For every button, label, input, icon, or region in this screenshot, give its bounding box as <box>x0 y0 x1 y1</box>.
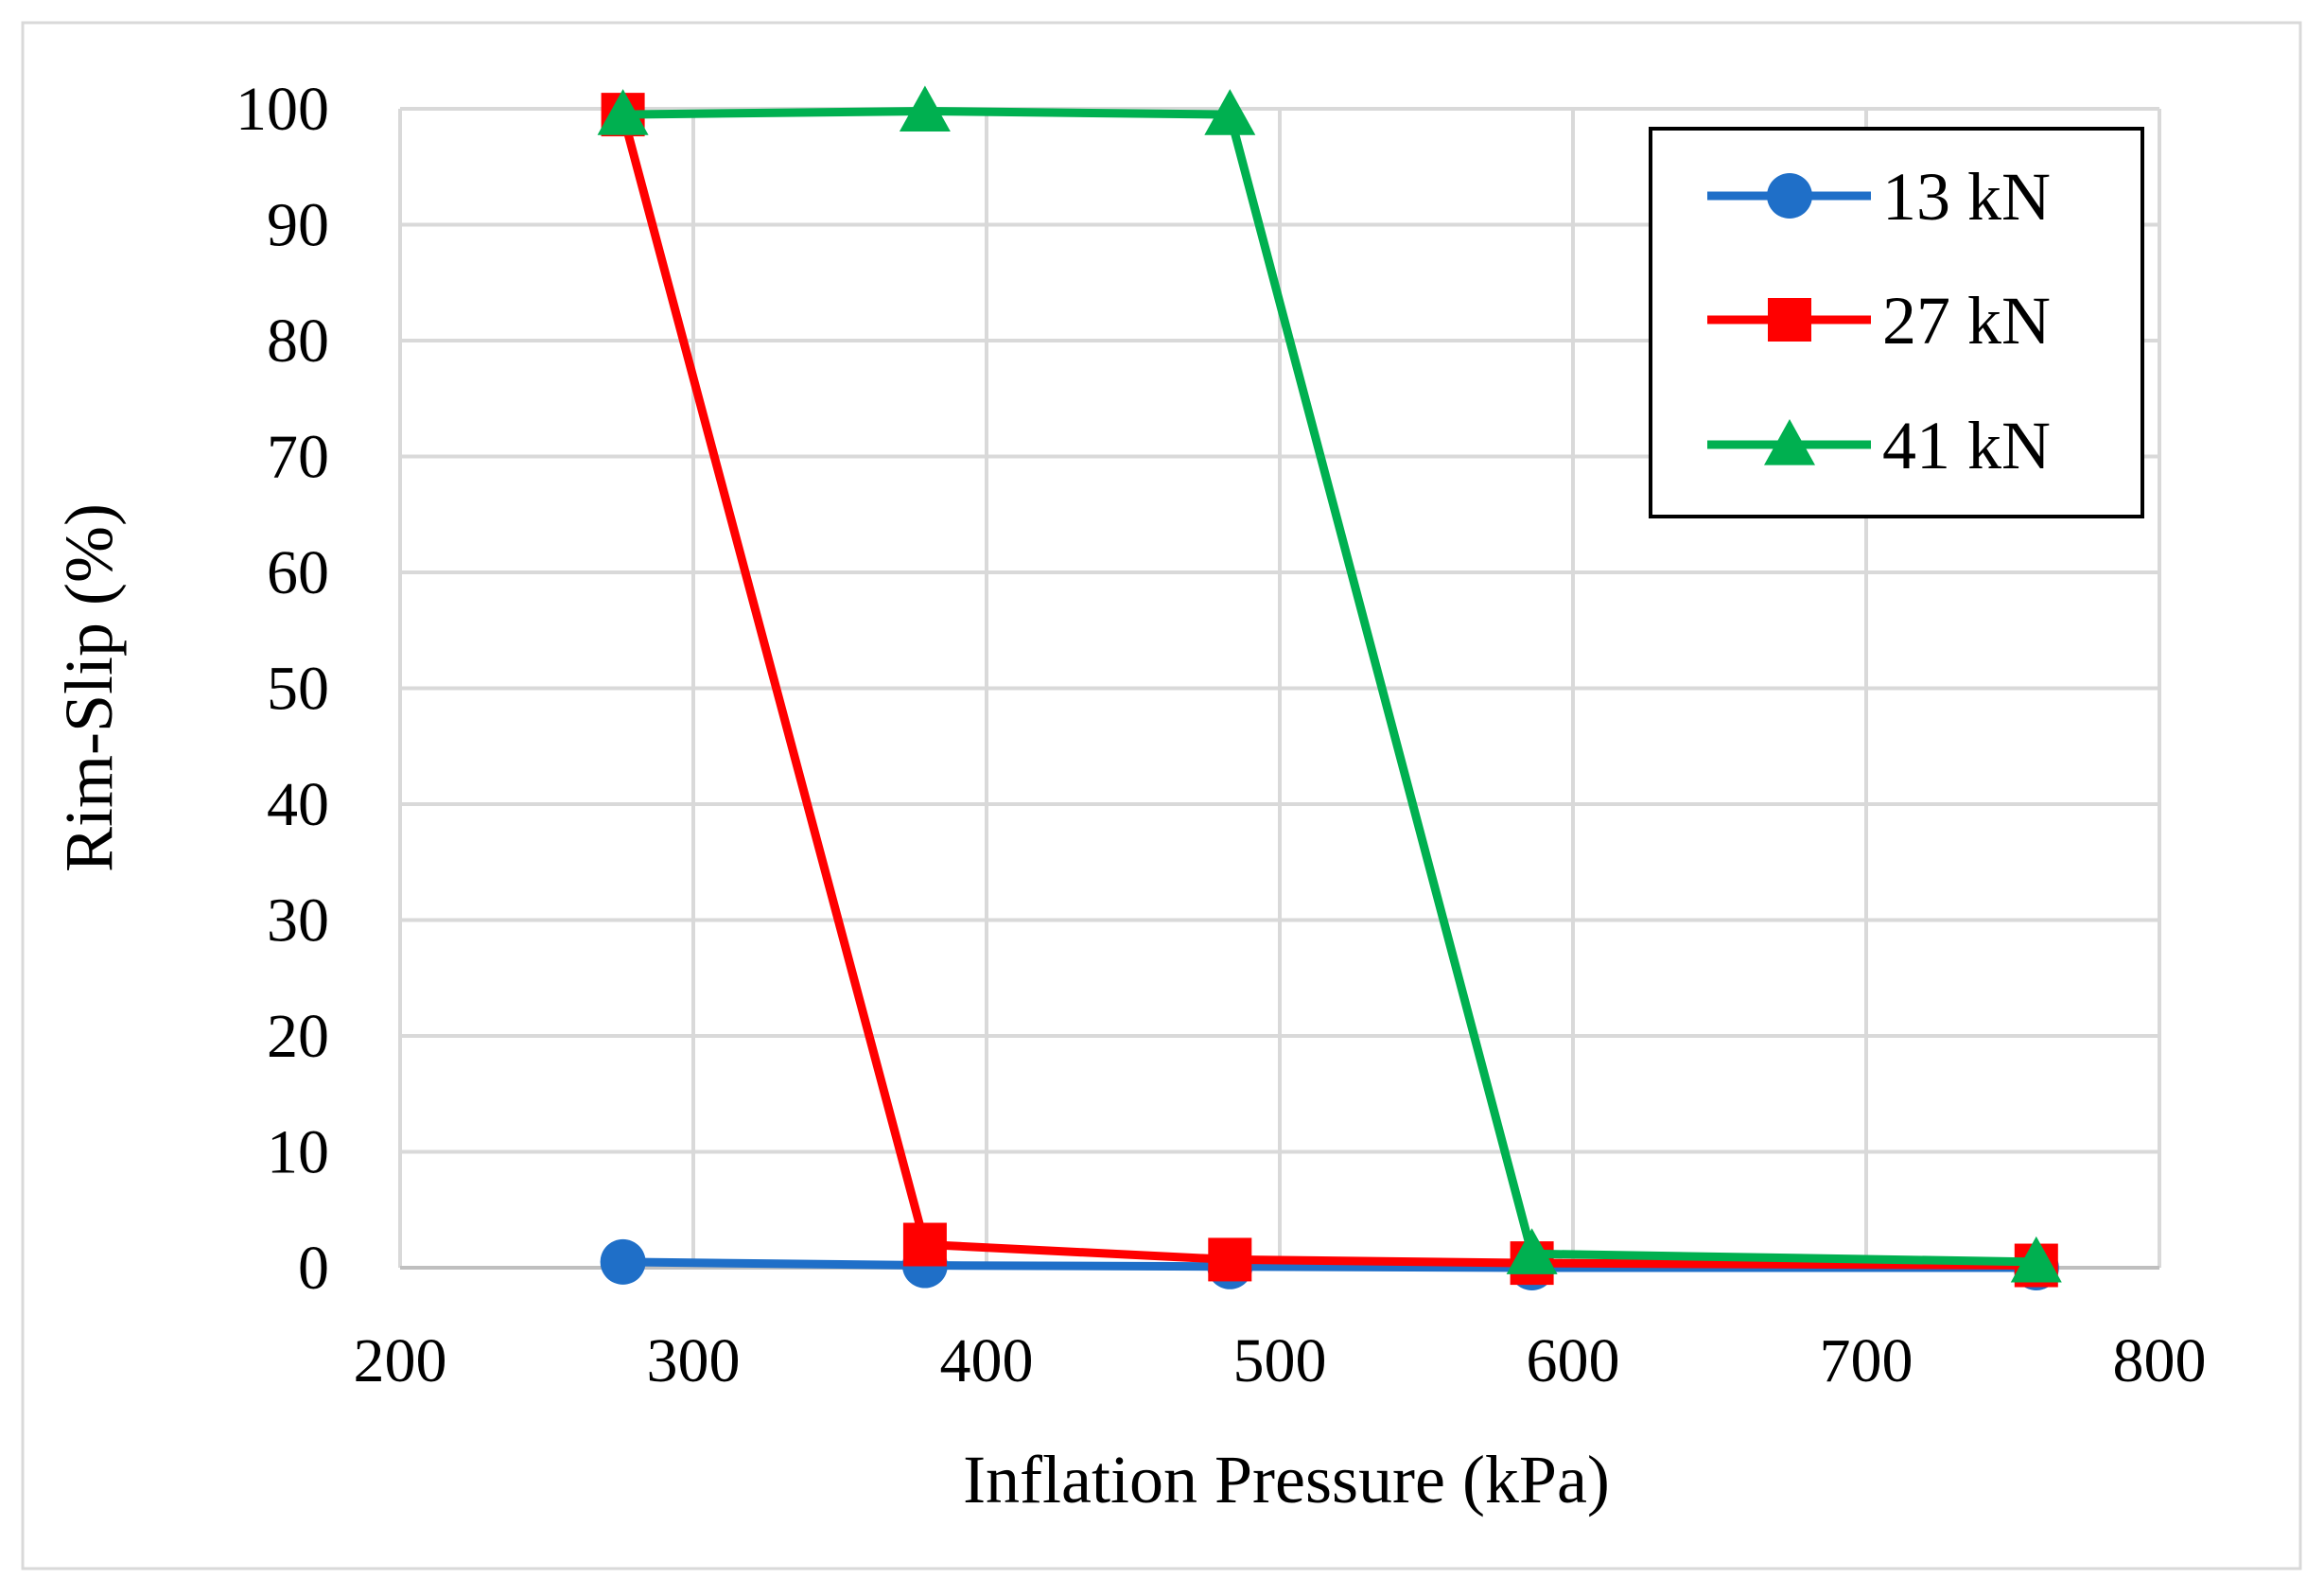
x-tick-label: 800 <box>2113 1326 2207 1395</box>
x-tick-label: 600 <box>1527 1326 1620 1395</box>
y-tick-label: 10 <box>267 1118 329 1187</box>
x-tick-label: 700 <box>1820 1326 1913 1395</box>
y-tick-label: 30 <box>267 886 329 956</box>
legend-marker-square <box>1768 298 1811 342</box>
y-tick-label: 80 <box>267 307 329 376</box>
x-tick-label: 500 <box>1233 1326 1327 1395</box>
data-point-square <box>1208 1237 1252 1282</box>
legend-label: 13 kN <box>1882 159 2051 235</box>
y-axis-title: Rim-Slip (%) <box>51 503 127 872</box>
x-tick-label: 300 <box>647 1326 741 1395</box>
y-tick-label: 20 <box>267 1002 329 1071</box>
series-41-kn <box>597 85 2062 1283</box>
x-axis-title: Inflation Pressure (kPa) <box>963 1442 1610 1517</box>
legend-items: 13 kN 27 kN 41 kN <box>1707 159 2051 483</box>
legend-item: 41 kN <box>1707 408 2051 483</box>
series-layer <box>597 85 2062 1290</box>
data-point-square <box>902 1222 947 1267</box>
y-tick-label: 40 <box>267 770 329 839</box>
data-point-triangle <box>2010 1236 2062 1283</box>
x-tick-label: 200 <box>354 1326 447 1395</box>
data-point-triangle <box>899 85 951 132</box>
y-tick-label: 60 <box>267 538 329 607</box>
y-tick-label: 0 <box>298 1234 329 1303</box>
data-point-triangle <box>1506 1228 1558 1274</box>
legend-label: 41 kN <box>1882 408 2051 483</box>
data-point-circle <box>600 1238 646 1285</box>
y-tick-label: 50 <box>267 655 329 724</box>
y-tick-label: 90 <box>267 191 329 260</box>
y-tick-label: 100 <box>236 75 329 144</box>
legend-label: 27 kN <box>1882 283 2051 359</box>
legend-item: 27 kN <box>1707 283 2051 359</box>
legend-marker-triangle <box>1764 419 1815 465</box>
data-point-triangle <box>1204 89 1256 135</box>
legend: 13 kN 27 kN 41 kN <box>1649 127 2144 518</box>
legend-marker-circle <box>1767 173 1812 219</box>
x-tick-label: 400 <box>940 1326 1034 1395</box>
tick-label-layer: 0 10 20 30 40 50 60 70 80 90 100 200 300 400 500 600 700… <box>236 75 2207 1395</box>
y-tick-label: 70 <box>267 423 329 492</box>
data-point-triangle <box>597 89 649 135</box>
legend-item: 13 kN <box>1707 159 2051 235</box>
